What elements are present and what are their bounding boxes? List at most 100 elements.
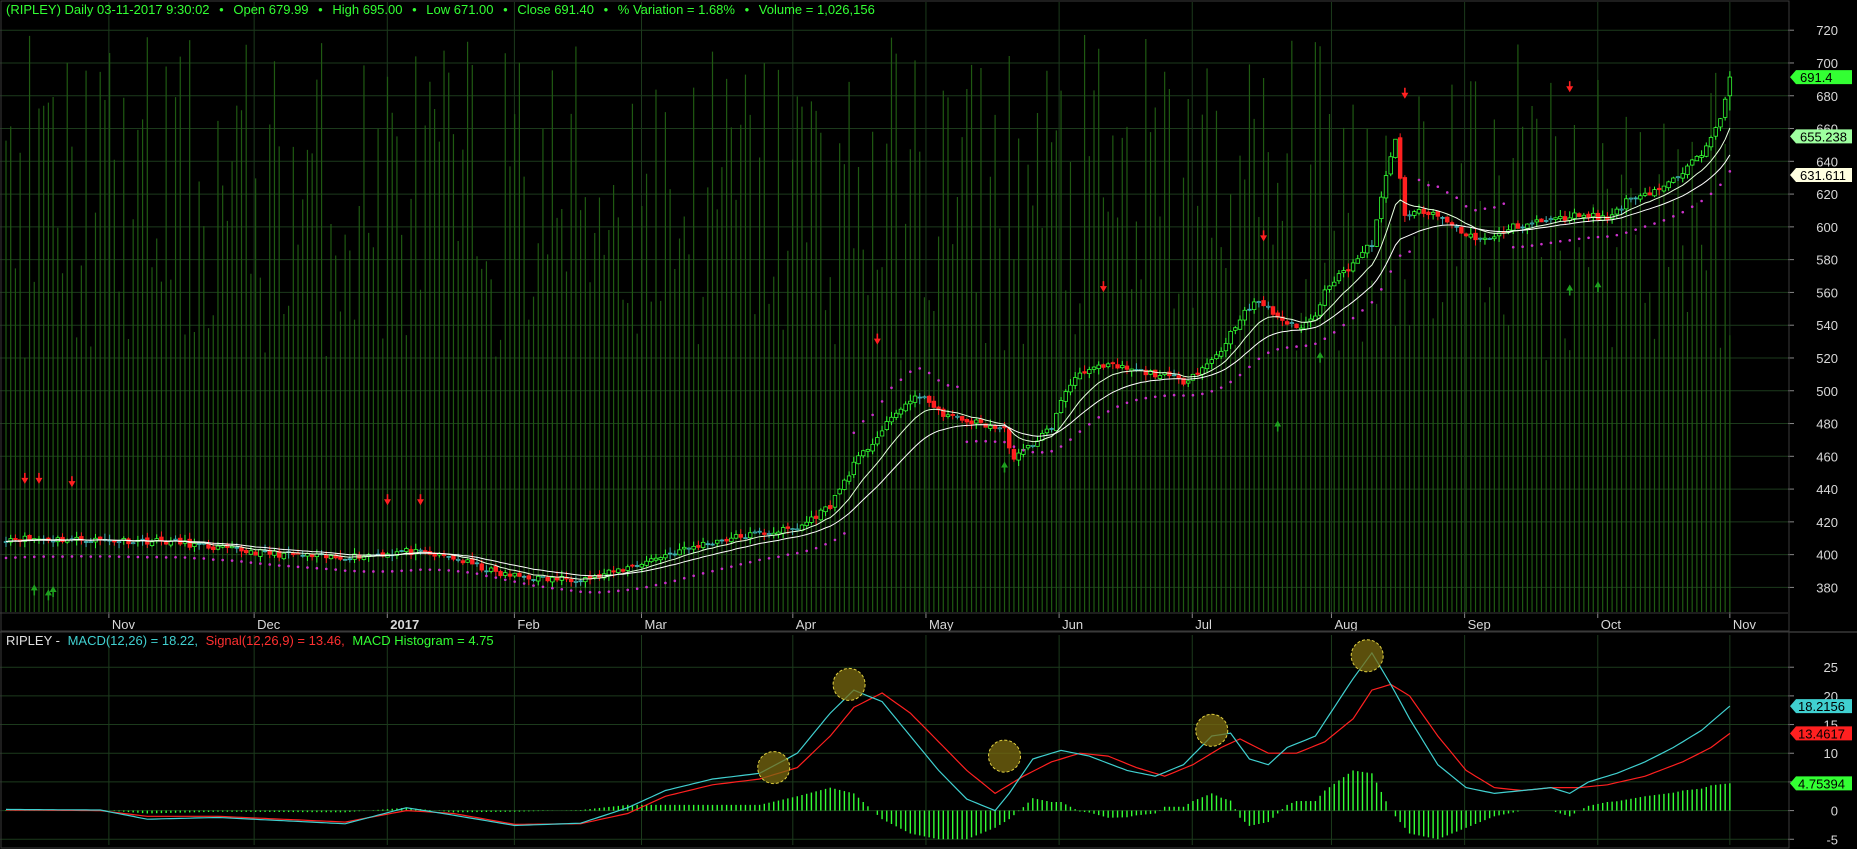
price-badge: 631.611 [1790,168,1852,183]
candle-body [1327,285,1332,290]
candle-body [1355,258,1360,264]
month-label: Dec [257,617,281,632]
header-title: (RIPLEY) Daily 03-11-2017 9:30:02 [6,2,210,17]
sar-dot [306,566,309,569]
sar-dot [909,370,912,374]
candle-body [1459,226,1464,234]
sar-dot [1182,394,1185,397]
sar-dot [89,555,93,558]
candle-body [98,536,103,540]
candle-body [1543,220,1549,222]
candle-body [1082,371,1087,374]
candle-body [1299,327,1304,330]
candle-body [460,560,466,564]
sar-dot [1568,239,1572,242]
candle-body [682,546,687,550]
candle-body [1529,222,1535,225]
candle-body [1402,177,1408,216]
sar-dot [174,555,177,559]
header-sep: • [412,2,417,17]
sar-dot [1248,365,1251,369]
candle-body [917,396,922,399]
price-tick-label: 540 [1816,318,1838,333]
sar-dot [1540,242,1543,246]
sar-dot [324,567,328,571]
month-label: 2017 [390,617,419,632]
sar-dot [673,579,677,583]
candle-body [1492,236,1497,240]
macd-badge: 18.2156 [1790,699,1852,714]
candle-body [1209,359,1214,364]
sar-dot [1719,183,1722,187]
sar-dot [1653,222,1656,225]
candle-body [1478,237,1483,240]
sar-dot [1266,351,1270,355]
candle-body [187,538,192,548]
sar-dot [259,562,262,565]
candle-body [1016,452,1021,461]
candle-body [733,534,739,539]
sar-dot [560,587,564,591]
candle-body [1063,391,1068,402]
candle-body [964,419,970,423]
candle-body [1256,301,1262,303]
candle-body [1487,238,1492,240]
candle-body [1096,364,1101,370]
sar-dot [1436,185,1440,189]
candle-body [583,577,588,583]
candle-body [545,576,550,582]
candle-body [606,569,612,576]
sar-dot [956,385,959,389]
candle-body [559,575,564,581]
sar-dot [1474,208,1477,212]
candle-body [1054,412,1059,432]
candle-body [1002,426,1007,429]
candle-body [1247,308,1252,311]
candle-body [903,403,908,412]
sar-dot [1031,450,1035,454]
sar-dot [1116,405,1119,408]
candle-body [13,538,18,541]
price-tick-label: 500 [1816,384,1838,399]
sar-dot [607,590,611,593]
candle-body [1115,364,1120,369]
month-label: Jul [1195,617,1212,632]
sar-dot [1191,393,1195,397]
price-tick-label: 700 [1816,56,1838,71]
sar-dot [1587,236,1590,240]
arrow-head [1566,284,1574,291]
sar-dot [4,556,8,560]
sar-dot [202,557,206,560]
month-label: Nov [1733,617,1757,632]
sar-dot [1606,235,1609,238]
candle-body [1228,331,1233,345]
candle-body [521,575,527,578]
sar-dot [1097,416,1101,419]
sell-arrow-icon [416,494,424,506]
candle-body [1157,375,1163,379]
sar-dot [334,568,338,571]
price-tick-label: 640 [1816,154,1838,169]
candle-body [225,544,230,548]
sar-dot [1153,395,1157,399]
arrow-head [1001,461,1009,468]
sar-dot [946,384,950,387]
sar-dot [720,567,724,571]
candle-body [1270,306,1276,315]
candle-body [1308,318,1313,322]
sar-dot [287,564,290,568]
candle-body [1289,322,1295,324]
sar-dot [108,555,111,558]
buy-arrow-icon [1594,281,1602,293]
candle-body [465,559,470,563]
sar-dot [1709,192,1713,196]
candle-body [536,575,541,582]
arrow-head [873,338,881,345]
candle-body [856,455,861,465]
sar-dot [343,569,347,572]
candle-body [1657,187,1662,191]
candle-body [705,543,710,546]
sar-dot [362,570,366,573]
candle-body [1124,365,1130,370]
